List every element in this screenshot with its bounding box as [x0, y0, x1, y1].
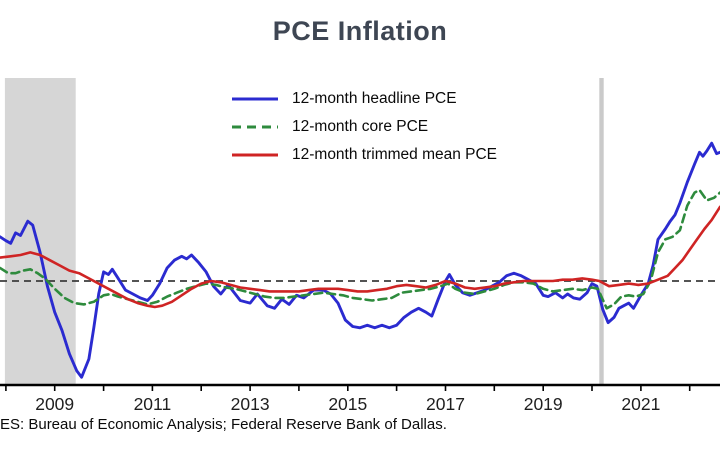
legend-label: 12-month trimmed mean PCE	[292, 146, 498, 163]
x-tick-label: 2021	[621, 394, 660, 414]
chart-legend: 12-month headline PCE 12-month core PCE 12…	[231, 88, 497, 166]
legend-label: 12-month headline PCE	[292, 90, 457, 107]
x-tick-label: 2019	[524, 394, 563, 414]
source-note: ES: Bureau of Economic Analysis; Federal…	[0, 416, 447, 433]
series-line-trimmed-mean	[0, 205, 720, 309]
legend-label: 12-month core PCE	[292, 118, 429, 135]
x-tick-label: 2017	[426, 394, 465, 414]
series-line-headline	[0, 141, 720, 379]
covid-recession-band	[599, 78, 604, 385]
series-line-core	[0, 188, 720, 310]
legend-item: 12-month core PCE	[231, 116, 497, 138]
chart-title: PCE Inflation	[272, 16, 448, 46]
x-tick-label: 2009	[35, 394, 74, 414]
legend-item: 12-month trimmed mean PCE	[231, 144, 497, 166]
x-tick-label: 2015	[328, 394, 367, 414]
x-tick-label: 2011	[134, 394, 172, 414]
legend-line-swatch	[232, 125, 278, 129]
legend-line-swatch	[232, 97, 278, 101]
legend-item: 12-month headline PCE	[231, 88, 497, 110]
x-tick-label: 2013	[231, 394, 270, 414]
legend-line-swatch	[232, 153, 278, 157]
